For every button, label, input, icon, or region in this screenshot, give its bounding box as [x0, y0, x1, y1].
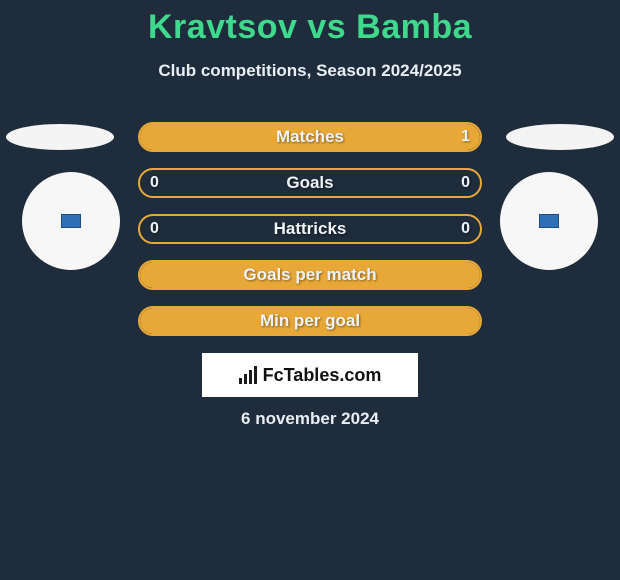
- shield-icon: [61, 214, 81, 228]
- stat-row: 0 Goals 0: [138, 168, 482, 198]
- date-label: 6 november 2024: [0, 409, 620, 429]
- stat-label: Matches: [276, 127, 344, 147]
- stat-label: Goals: [286, 173, 333, 193]
- branding-box: FcTables.com: [202, 353, 418, 397]
- stat-right-value: 1: [461, 128, 470, 146]
- bars-icon: [239, 366, 257, 384]
- stat-row: Goals per match: [138, 260, 482, 290]
- branding-text: FcTables.com: [263, 365, 382, 386]
- stat-row: 0 Hattricks 0: [138, 214, 482, 244]
- stat-right-value: 0: [461, 174, 470, 192]
- shield-icon: [539, 214, 559, 228]
- right-country-flag: [506, 124, 614, 150]
- subtitle: Club competitions, Season 2024/2025: [0, 61, 620, 81]
- left-club-badge: [22, 172, 120, 270]
- stat-label: Goals per match: [243, 265, 376, 285]
- stat-row: Min per goal: [138, 306, 482, 336]
- stat-row: Matches 1: [138, 122, 482, 152]
- left-country-flag: [6, 124, 114, 150]
- right-club-badge: [500, 172, 598, 270]
- stat-right-value: 0: [461, 220, 470, 238]
- page-title: Kravtsov vs Bamba: [0, 0, 620, 47]
- stats-bars-container: Matches 1 0 Goals 0 0 Hattricks 0 Goals per matc…: [138, 122, 482, 352]
- stat-label: Hattricks: [274, 219, 347, 239]
- stat-left-value: 0: [150, 220, 159, 238]
- stat-label: Min per goal: [260, 311, 360, 331]
- stat-left-value: 0: [150, 174, 159, 192]
